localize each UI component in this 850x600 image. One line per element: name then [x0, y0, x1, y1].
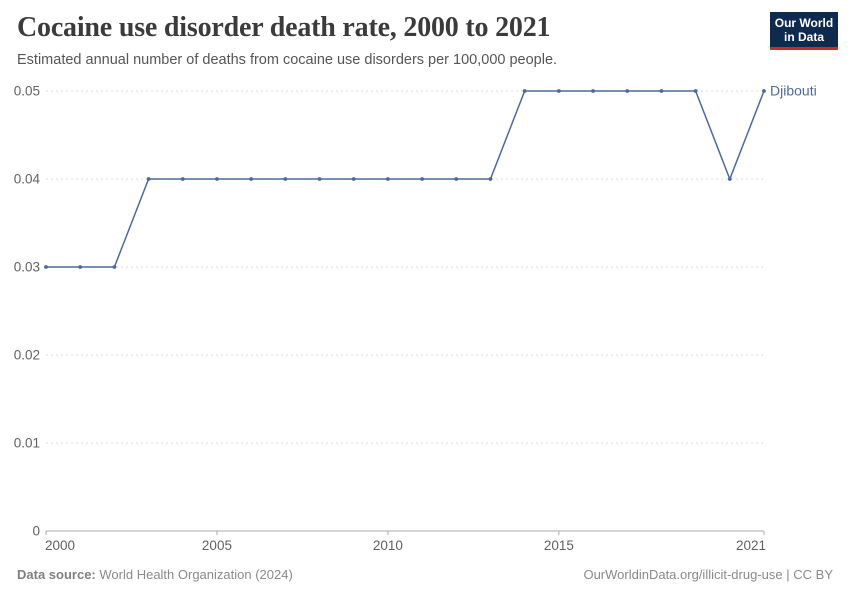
data-point [762, 89, 766, 93]
y-tick-label: 0.02 [14, 348, 40, 363]
owid-logo-line2: in Data [783, 29, 824, 44]
footer-separator: | [786, 567, 790, 582]
data-source-note: Data source: World Health Organization (… [17, 567, 293, 582]
data-point [522, 89, 527, 93]
data-point [215, 177, 219, 181]
x-tick-label: 2021 [736, 538, 766, 553]
chart-subtitle: Estimated annual number of deaths from c… [17, 52, 558, 68]
x-tick-label: 2015 [544, 538, 574, 553]
footer-links: OurWorldinData.org/illicit-drug-use | CC… [583, 567, 833, 582]
y-tick-label: 0.05 [14, 84, 40, 99]
data-point [556, 89, 561, 93]
data-source-value: World Health Organization (2024) [99, 567, 293, 582]
data-point [488, 177, 493, 181]
data-point [591, 89, 595, 93]
owid-url-link[interactable]: OurWorldinData.org/illicit-drug-use [583, 567, 783, 582]
chart-footer: Data source: World Health Organization (… [17, 567, 833, 582]
data-point [180, 177, 185, 181]
data-point [420, 177, 424, 181]
x-tick-label: 2010 [373, 538, 403, 553]
y-tick-label: 0.04 [14, 172, 41, 187]
data-point [112, 265, 117, 269]
y-tick-label: 0.03 [14, 260, 40, 275]
data-point [249, 177, 254, 181]
data-point [386, 177, 390, 181]
data-point [283, 177, 288, 181]
y-tick-label: 0 [32, 524, 40, 539]
data-point [351, 177, 356, 181]
data-point [454, 177, 459, 181]
page-title: Cocaine use disorder death rate, 2000 to… [17, 12, 551, 43]
owid-logo-line1: Our World [774, 15, 834, 30]
data-point [317, 177, 322, 181]
y-tick-label: 0.01 [14, 436, 40, 451]
x-tick-label: 2000 [45, 538, 75, 553]
data-point [727, 177, 732, 181]
data-point [146, 177, 151, 181]
license-link[interactable]: CC BY [793, 567, 833, 582]
entity-label[interactable]: Djibouti [770, 83, 817, 99]
data-point [625, 89, 630, 93]
x-tick-label: 2005 [202, 538, 232, 553]
data-point [693, 89, 698, 93]
data-point [44, 265, 48, 269]
data-line [46, 90, 765, 268]
data-point [78, 265, 83, 269]
data-source-label: Data source: [17, 567, 96, 582]
data-point [659, 89, 664, 93]
owid-logo[interactable]: Our World in Data [770, 12, 838, 50]
